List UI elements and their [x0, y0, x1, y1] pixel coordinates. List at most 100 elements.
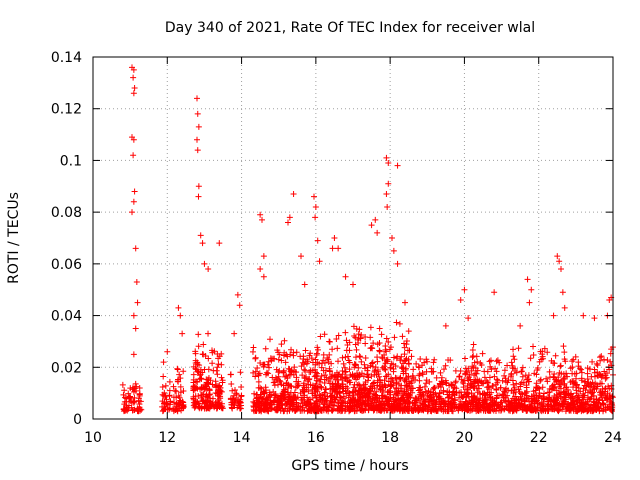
data-point [401, 344, 408, 351]
data-point [315, 406, 322, 413]
data-point [218, 361, 225, 368]
data-point [499, 377, 506, 384]
data-point [373, 395, 380, 402]
data-point [447, 400, 454, 407]
data-point [238, 383, 245, 390]
data-point [376, 348, 383, 355]
data-point [544, 378, 551, 385]
data-point [344, 353, 351, 360]
data-point [265, 358, 272, 365]
data-point [401, 351, 408, 358]
data-point [372, 216, 379, 223]
data-point [197, 375, 204, 382]
data-point [561, 356, 568, 363]
data-point [190, 363, 197, 370]
data-point [556, 258, 563, 265]
data-point [600, 356, 607, 363]
data-point [396, 320, 403, 327]
data-point [546, 374, 553, 381]
data-point [456, 373, 463, 380]
data-point [368, 222, 375, 229]
data-point [212, 389, 219, 396]
data-point [177, 312, 184, 319]
data-point [312, 214, 319, 221]
data-point [528, 401, 535, 408]
data-point [285, 365, 292, 372]
data-point [503, 385, 510, 392]
data-point [345, 357, 352, 364]
data-point [344, 342, 351, 348]
data-point [561, 380, 568, 387]
data-point [563, 370, 570, 377]
data-point [122, 407, 129, 414]
data-point [329, 385, 336, 392]
data-point [385, 371, 392, 378]
data-point [366, 392, 373, 399]
data-point [400, 394, 407, 401]
data-point [584, 408, 591, 415]
data-point [316, 378, 323, 385]
data-point [215, 397, 222, 404]
data-point [513, 407, 520, 414]
data-point [205, 366, 212, 373]
data-point [571, 400, 578, 407]
data-point [598, 374, 605, 381]
data-point [509, 408, 516, 415]
data-point [252, 401, 259, 408]
data-point [201, 260, 208, 267]
data-point [357, 335, 364, 342]
data-point [177, 375, 184, 382]
data-point [529, 405, 536, 412]
data-point [280, 386, 287, 393]
data-point [274, 381, 281, 388]
data-point [491, 289, 498, 296]
data-point [354, 382, 361, 389]
data-point [399, 390, 406, 397]
data-point [424, 408, 431, 415]
data-point [381, 365, 388, 372]
data-point [194, 95, 200, 102]
data-point [376, 340, 383, 347]
data-point [480, 401, 487, 408]
data-point [356, 353, 363, 360]
data-point [534, 364, 541, 371]
data-point [584, 370, 591, 377]
data-point [329, 245, 336, 252]
data-point [558, 377, 565, 384]
data-point [137, 398, 144, 405]
data-point [343, 337, 350, 344]
data-point [205, 355, 212, 362]
data-point [545, 401, 552, 408]
data-point [136, 384, 143, 391]
y-tick-label: 0 [73, 412, 82, 428]
data-point [581, 382, 588, 389]
data-point [472, 365, 479, 372]
data-point [391, 334, 398, 341]
data-point [227, 371, 234, 378]
data-point [260, 273, 267, 280]
data-point [195, 331, 202, 338]
data-point [550, 312, 557, 319]
data-point [508, 370, 515, 377]
data-point [493, 395, 500, 402]
data-point [569, 378, 576, 385]
data-point [367, 324, 374, 331]
data-point [345, 394, 352, 401]
data-point [205, 398, 212, 405]
data-point [318, 372, 325, 379]
data-point [496, 359, 503, 366]
data-point [385, 160, 392, 167]
data-point [131, 85, 138, 92]
data-point [528, 286, 535, 293]
data-point [160, 359, 167, 366]
data-point [322, 386, 329, 393]
data-point [513, 369, 520, 376]
data-point [497, 384, 504, 391]
data-point [160, 373, 167, 380]
data-point [314, 237, 321, 244]
data-point [512, 365, 519, 372]
data-point [596, 389, 603, 396]
data-point [229, 405, 236, 412]
data-point [558, 266, 564, 273]
data-point [374, 229, 381, 236]
